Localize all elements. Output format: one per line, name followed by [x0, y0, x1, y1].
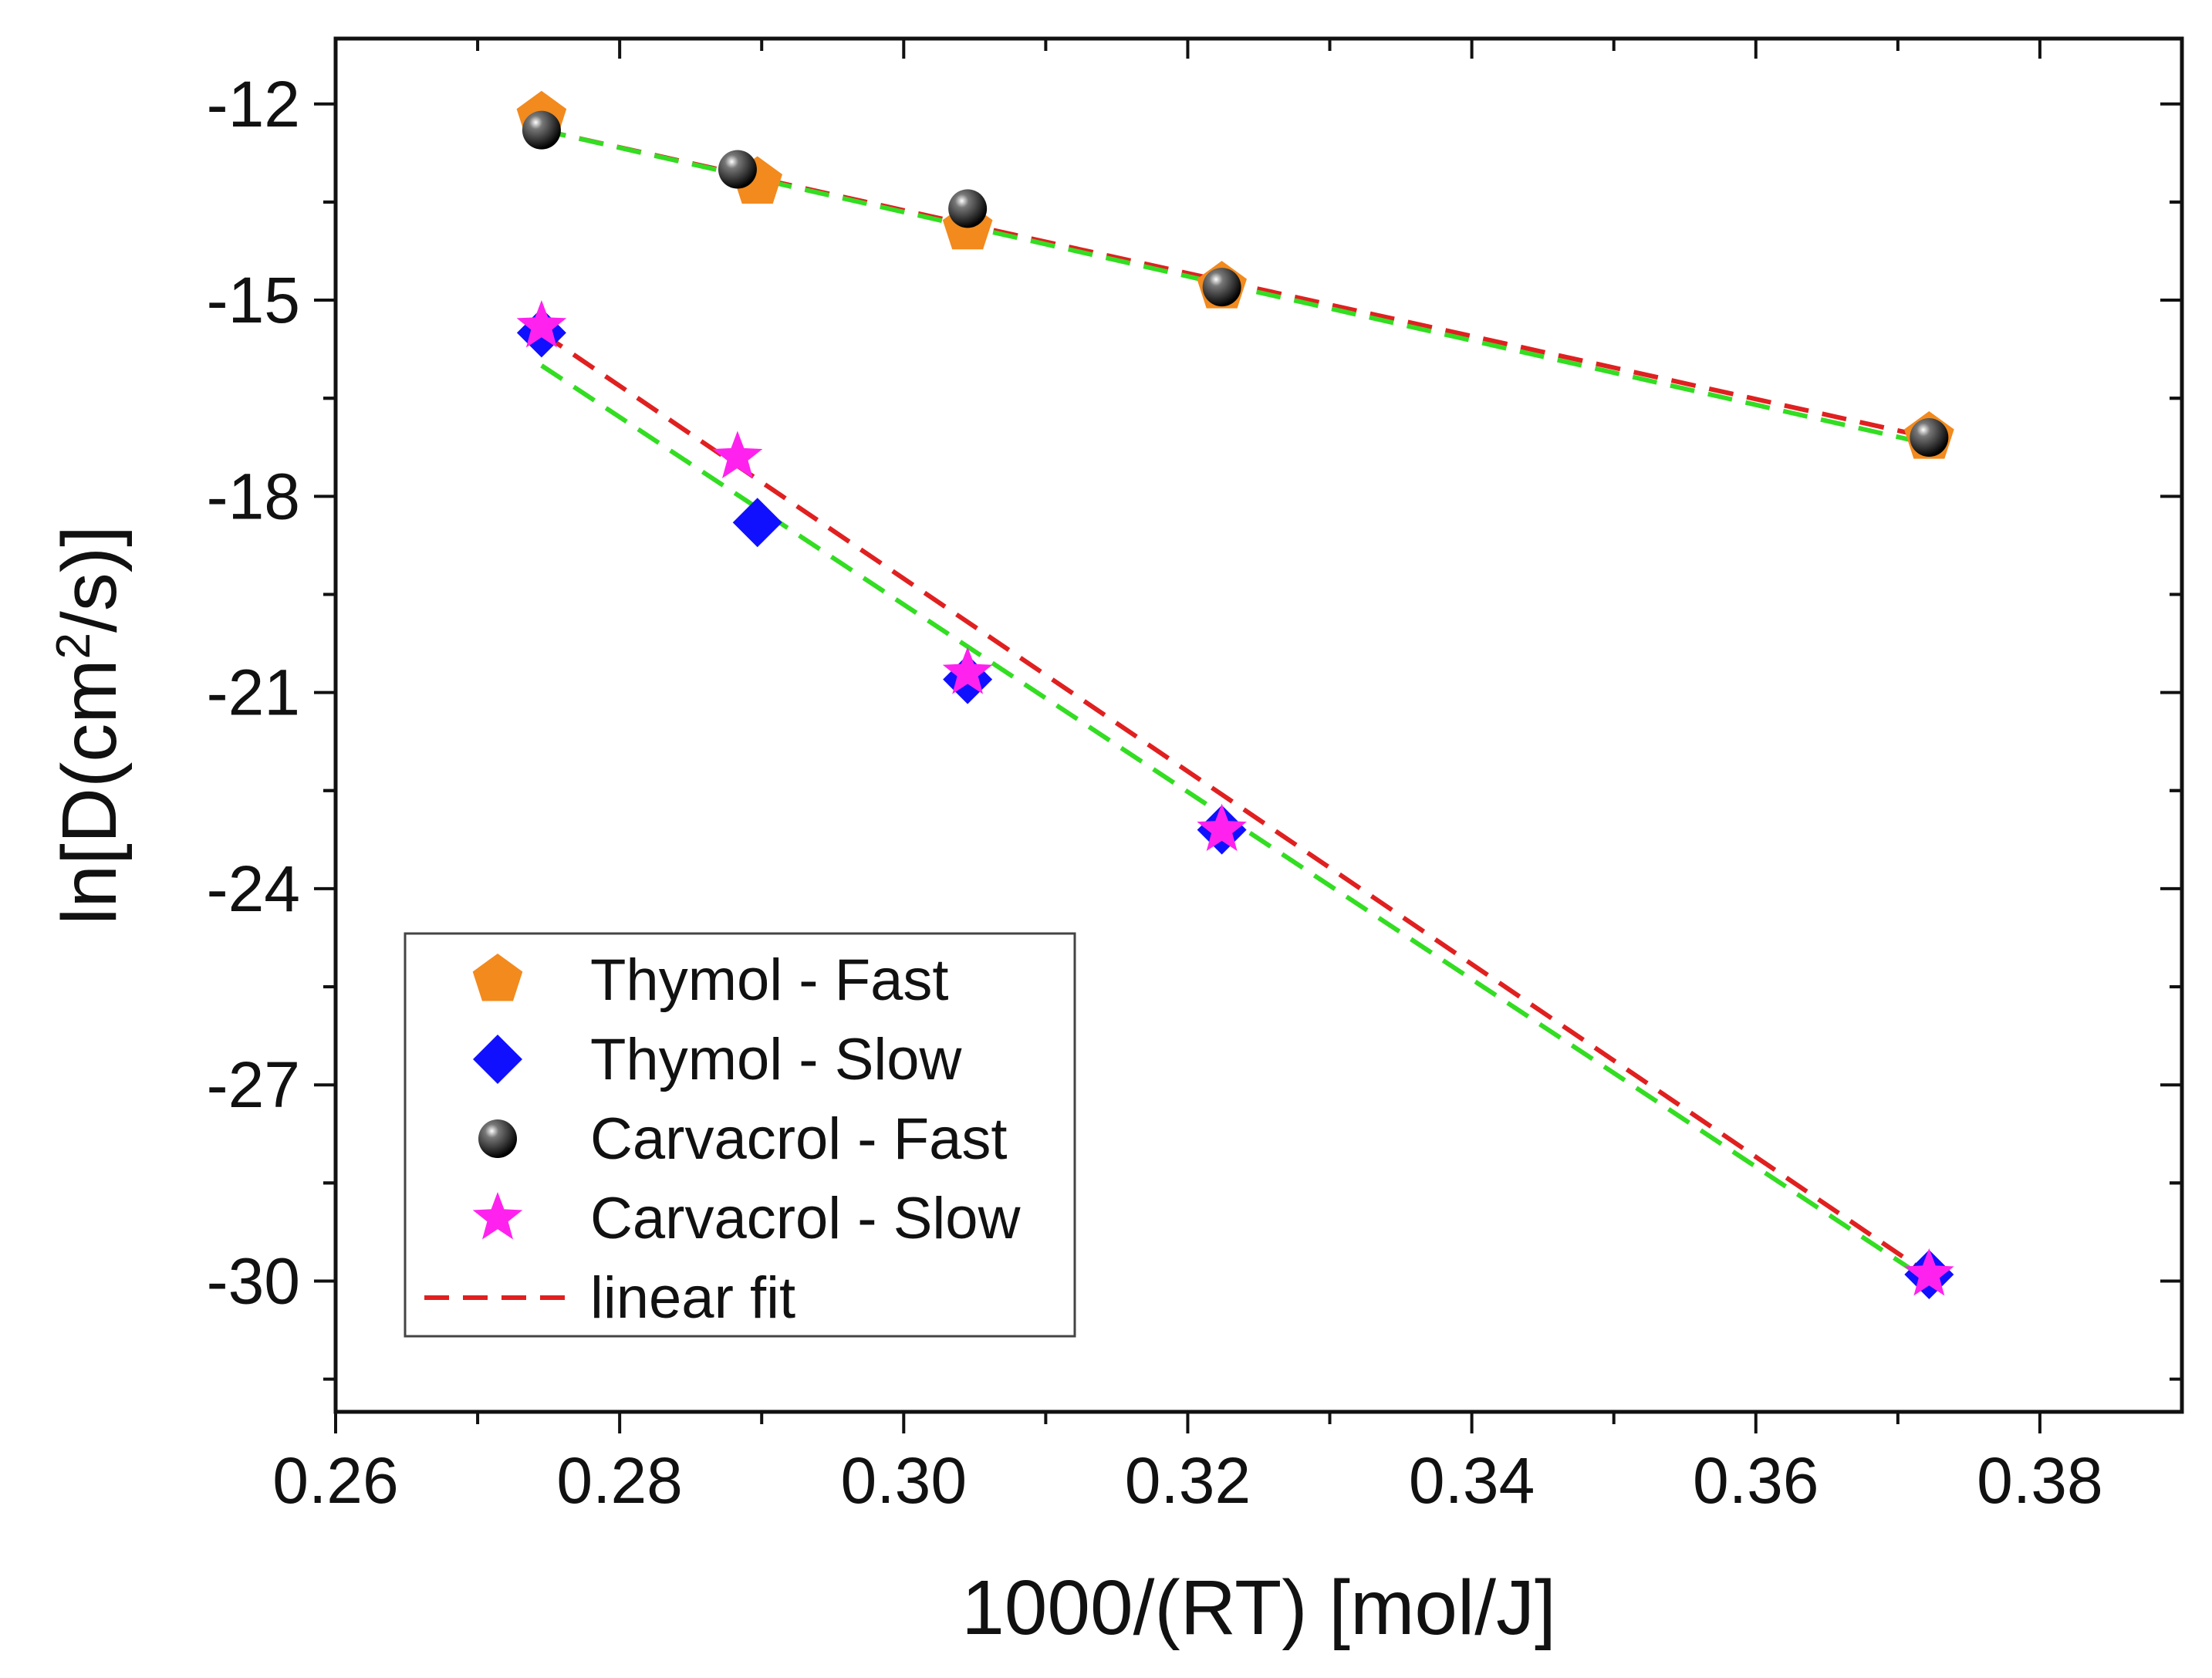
y-axis-title: ln[D(cm2/s)] [46, 525, 133, 925]
legend-label: linear fit [590, 1265, 795, 1331]
x-tick-label: 0.28 [556, 1444, 683, 1517]
y-tick-label: -21 [207, 657, 300, 729]
y-tick-label: -15 [207, 264, 300, 336]
carvacrol-slow-marker [472, 1192, 523, 1240]
plot-frame [333, 36, 2184, 1414]
carvacrol-fast-marker [718, 150, 757, 189]
carvacrol-slow-marker [942, 647, 993, 694]
carvacrol-slow-marker [712, 430, 763, 478]
x-tick-label: 0.34 [1409, 1444, 1535, 1517]
y-tick-label: -12 [207, 68, 300, 140]
y-tick-label: -18 [207, 460, 300, 532]
carvacrol-fast-marker [1910, 418, 1949, 457]
data-markers [516, 90, 1954, 1299]
x-tick-label: 0.30 [841, 1444, 968, 1517]
legend-label: Carvacrol - Slow [590, 1186, 1022, 1251]
legend-label: Thymol - Fast [590, 947, 949, 1013]
axes [333, 36, 2184, 1414]
y-axis-title-prefix: ln[D(cm [46, 659, 133, 924]
carvacrol-fast-marker [948, 189, 988, 228]
ticks: 0.26 0.28 0.30 0.32 0.34 0.36 0.38 -12 -15 -18 -21… [207, 39, 2182, 1517]
y-tick-label: -24 [207, 853, 300, 925]
legend-label: Carvacrol - Fast [590, 1106, 1008, 1172]
carvacrol-fast-marker [522, 110, 561, 150]
y-axis-title-superscript: 2 [47, 633, 100, 659]
legend-box [404, 932, 1076, 1338]
y-tick-label: -30 [207, 1244, 300, 1317]
x-axis-title: 1000/(RT) [mol/J] [961, 1565, 1556, 1651]
thymol-fast-marker [472, 954, 523, 1001]
fit-line [540, 330, 1931, 1277]
y-tick-label: -27 [207, 1048, 300, 1121]
carvacrol-fast-marker [1202, 268, 1241, 307]
carvacrol-fast-marker [478, 1119, 517, 1158]
x-tick-label: 0.36 [1693, 1444, 1819, 1517]
legend-label: Thymol - Slow [590, 1027, 963, 1092]
carvacrol-slow-marker [1904, 1248, 1954, 1296]
x-tick-label: 0.32 [1125, 1444, 1251, 1517]
y-axis-title-suffix: /s)] [46, 525, 133, 633]
x-tick-label: 0.38 [1977, 1444, 2103, 1517]
thymol-slow-marker [732, 498, 782, 548]
carvacrol-slow-marker [1197, 803, 1247, 852]
legend: Thymol - Fast Thymol - Slow Carvacrol - Fa… [404, 932, 1076, 1338]
carvacrol-slow-marker [516, 300, 567, 348]
thymol-slow-marker [473, 1035, 522, 1084]
x-tick-label: 0.26 [272, 1444, 399, 1517]
